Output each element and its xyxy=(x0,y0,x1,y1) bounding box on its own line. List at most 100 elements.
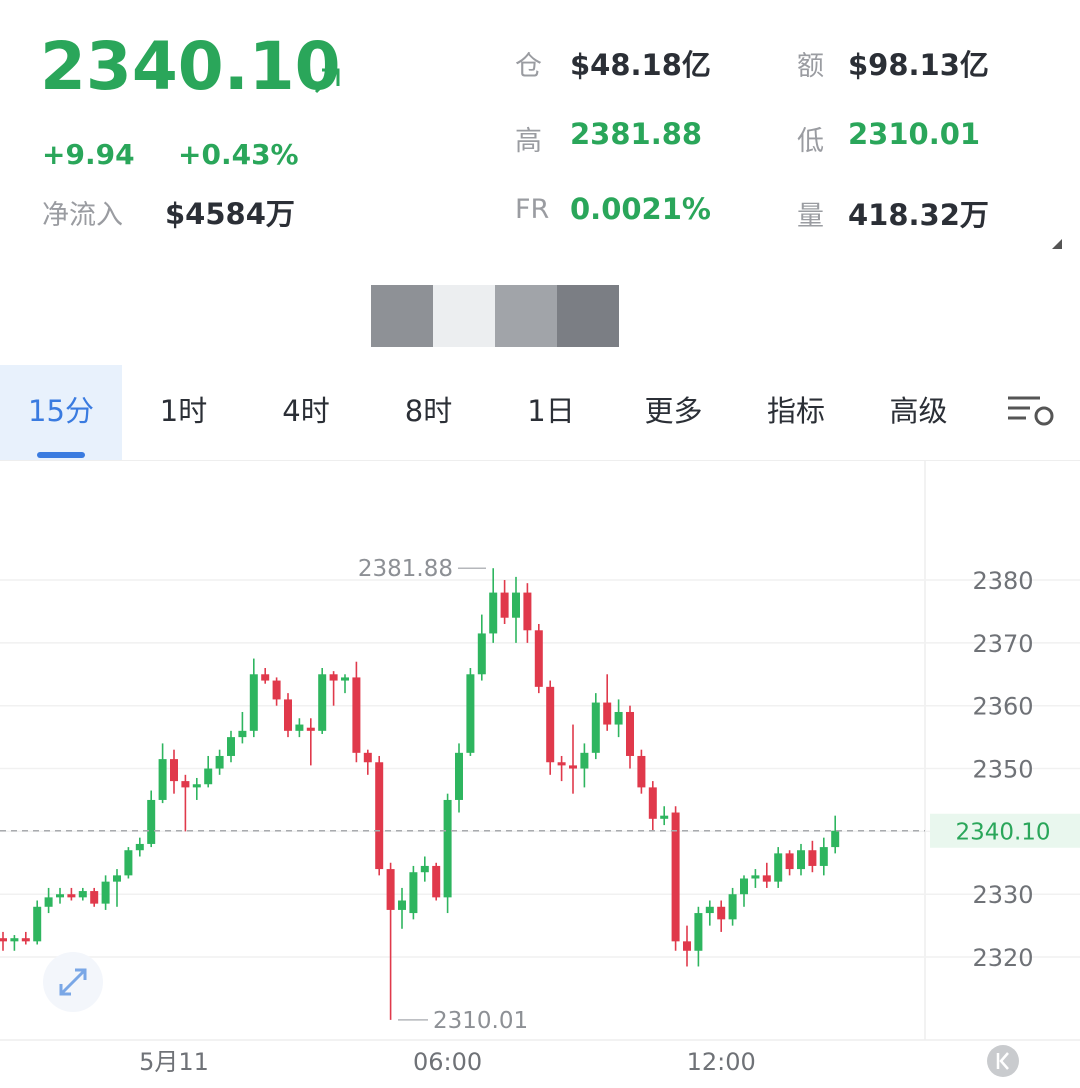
divider xyxy=(0,460,1080,461)
candle-body xyxy=(432,865,441,898)
tab[interactable]: 4时 xyxy=(282,394,330,428)
candle-body xyxy=(78,891,87,898)
candle-body xyxy=(797,850,805,870)
candle-body xyxy=(637,755,646,788)
candle-body xyxy=(420,865,429,873)
blur-block xyxy=(371,285,433,347)
candle-body xyxy=(147,799,156,844)
candle-body xyxy=(626,711,634,756)
candle-body xyxy=(671,812,680,942)
reset-icon xyxy=(996,1052,1009,1070)
y-tick-label: 2350 xyxy=(972,756,1033,784)
change: +9.94 xyxy=(42,138,135,171)
candle-body xyxy=(124,850,133,876)
candle-body xyxy=(352,677,361,753)
candle-body xyxy=(284,699,292,731)
candle-body xyxy=(762,875,771,882)
candle-body xyxy=(158,759,167,800)
candle-body xyxy=(21,938,30,942)
candle-body xyxy=(249,674,258,731)
candle-body xyxy=(512,592,520,618)
high-marker-label: 2381.88 xyxy=(358,556,453,582)
stat-value: 2381.88 xyxy=(570,117,703,151)
settings-icon[interactable] xyxy=(1006,394,1054,430)
tab[interactable]: 指标 xyxy=(766,394,825,428)
candle-body xyxy=(10,938,19,942)
stat-value: $98.13亿 xyxy=(848,48,989,82)
candle-body xyxy=(272,680,281,700)
candle-body xyxy=(261,674,270,681)
candle-body xyxy=(614,711,623,725)
y-tick-label: 2380 xyxy=(972,567,1033,595)
candle-body xyxy=(694,913,703,951)
tab[interactable]: 1时 xyxy=(159,394,208,428)
candle-body xyxy=(409,872,418,914)
candle-body xyxy=(375,762,384,870)
last-price-label: 2340.10 xyxy=(955,820,1050,846)
candle-body xyxy=(192,784,201,788)
candle-body xyxy=(660,815,669,819)
candle-body xyxy=(774,853,783,882)
reset-button[interactable] xyxy=(987,1045,1019,1077)
candle-body xyxy=(0,938,7,942)
candle-body xyxy=(808,850,817,866)
tab[interactable]: 1日 xyxy=(527,394,575,428)
blur-block xyxy=(433,285,495,347)
candle-body xyxy=(705,906,714,914)
candle-body xyxy=(33,906,42,942)
stat-value: $48.18亿 xyxy=(570,48,711,82)
tab-selected-bg xyxy=(0,365,122,460)
blur-block xyxy=(557,285,619,347)
candle-body xyxy=(341,677,349,681)
candle-body xyxy=(523,592,532,631)
candle-body xyxy=(318,674,327,731)
tab[interactable]: 15分 xyxy=(28,394,94,428)
arrow-icon xyxy=(314,68,340,94)
candle-body xyxy=(819,847,828,866)
y-tick-label: 2370 xyxy=(972,630,1033,658)
price: 2340.10 xyxy=(40,28,341,105)
y-tick-label: 2330 xyxy=(972,881,1033,909)
candle-body xyxy=(329,674,338,681)
inflow-label: 净流入 xyxy=(42,200,123,231)
tab[interactable]: 高级 xyxy=(889,394,948,428)
stat-label: FR xyxy=(515,194,550,225)
candle-body xyxy=(44,897,53,907)
chart: 23202330234023502360237023805月1106:0012:… xyxy=(0,460,1080,1077)
candle-body xyxy=(90,891,99,904)
candle-body xyxy=(113,875,121,882)
candle-body xyxy=(135,843,144,851)
y-tick-label: 2320 xyxy=(972,944,1033,972)
candle-body xyxy=(546,686,555,763)
candle-body xyxy=(398,900,406,910)
candle-body xyxy=(170,759,178,782)
candle-body xyxy=(295,724,304,731)
candle-body xyxy=(591,702,600,753)
tab[interactable]: 更多 xyxy=(644,394,703,428)
tab-underline xyxy=(37,452,85,458)
candle-body xyxy=(455,752,463,800)
candle-body xyxy=(386,869,395,910)
stat-label: 高 xyxy=(515,126,542,157)
candle-body xyxy=(740,878,748,895)
candle-body xyxy=(204,768,213,785)
expand-icon xyxy=(59,968,87,996)
x-tick-label: 12:00 xyxy=(687,1048,756,1076)
stat-label: 低 xyxy=(797,126,824,157)
candle-body xyxy=(238,730,247,738)
tab[interactable]: 8时 xyxy=(404,394,453,428)
corner-mark xyxy=(1052,239,1062,249)
candle-body xyxy=(56,894,64,898)
candle-body xyxy=(306,727,315,731)
candle-body xyxy=(717,906,726,920)
candle-body xyxy=(101,881,110,904)
stat-label: 仓 xyxy=(515,51,542,82)
low-marker-label: 2310.01 xyxy=(433,1008,528,1034)
stat-value: 2310.01 xyxy=(848,117,981,151)
stat-label: 量 xyxy=(797,201,824,232)
candle-body xyxy=(534,630,543,687)
candle-body xyxy=(363,752,372,763)
candle-body xyxy=(603,702,612,725)
candle-body xyxy=(569,765,577,769)
stat-value: 0.0021% xyxy=(570,192,711,226)
